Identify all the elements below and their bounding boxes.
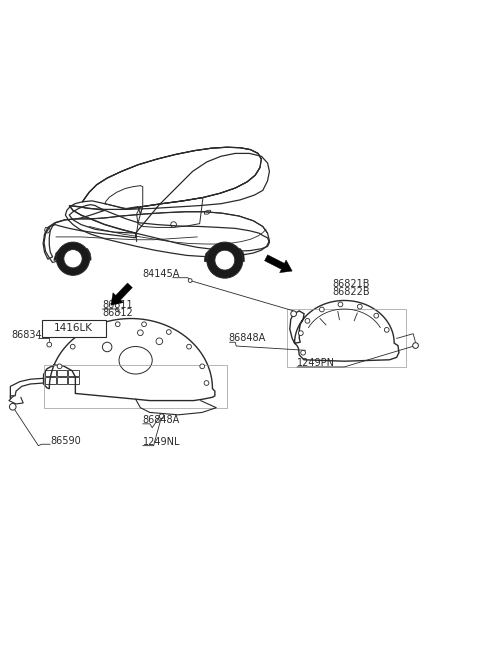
Circle shape: [159, 414, 164, 419]
Text: 86822B: 86822B: [333, 287, 370, 297]
Circle shape: [338, 302, 343, 307]
Circle shape: [138, 330, 143, 336]
Circle shape: [167, 330, 171, 335]
Circle shape: [301, 350, 305, 355]
Circle shape: [188, 279, 192, 283]
Circle shape: [156, 338, 163, 344]
Circle shape: [56, 242, 90, 276]
Text: 86812: 86812: [102, 308, 133, 318]
Polygon shape: [204, 247, 244, 262]
Circle shape: [142, 322, 146, 327]
Text: 86834E: 86834E: [12, 330, 48, 340]
Bar: [57, 370, 67, 377]
Circle shape: [71, 344, 75, 349]
Circle shape: [47, 342, 52, 347]
Polygon shape: [55, 247, 91, 260]
Polygon shape: [264, 255, 292, 273]
Circle shape: [204, 380, 209, 385]
Bar: [57, 377, 67, 384]
Text: 1249NL: 1249NL: [143, 437, 180, 447]
Text: 86590: 86590: [50, 436, 81, 445]
Circle shape: [413, 342, 419, 348]
Circle shape: [200, 364, 204, 369]
Text: 1416LK: 1416LK: [54, 323, 93, 333]
Circle shape: [291, 311, 297, 317]
Bar: [42, 320, 106, 337]
Circle shape: [187, 344, 192, 349]
Circle shape: [57, 364, 62, 369]
Polygon shape: [111, 283, 132, 305]
Bar: [68, 377, 79, 384]
Text: 86848A: 86848A: [228, 333, 265, 343]
Bar: [46, 377, 56, 384]
Circle shape: [115, 322, 120, 327]
Circle shape: [299, 331, 303, 335]
Circle shape: [215, 250, 235, 270]
Circle shape: [358, 304, 362, 309]
Circle shape: [374, 314, 379, 318]
Bar: [46, 370, 56, 377]
Circle shape: [10, 403, 16, 410]
Bar: [68, 370, 79, 377]
Text: 86848A: 86848A: [143, 415, 180, 425]
Circle shape: [305, 319, 310, 323]
Text: 1249PN: 1249PN: [297, 358, 335, 368]
Circle shape: [91, 330, 96, 335]
Text: 1416LK: 1416LK: [48, 321, 87, 331]
Text: 84145A: 84145A: [143, 269, 180, 279]
Circle shape: [207, 242, 243, 278]
Circle shape: [64, 249, 82, 268]
Circle shape: [320, 307, 324, 312]
Text: 86811: 86811: [102, 300, 133, 310]
Circle shape: [102, 342, 112, 352]
Circle shape: [384, 327, 389, 332]
Text: 86821B: 86821B: [333, 279, 370, 289]
